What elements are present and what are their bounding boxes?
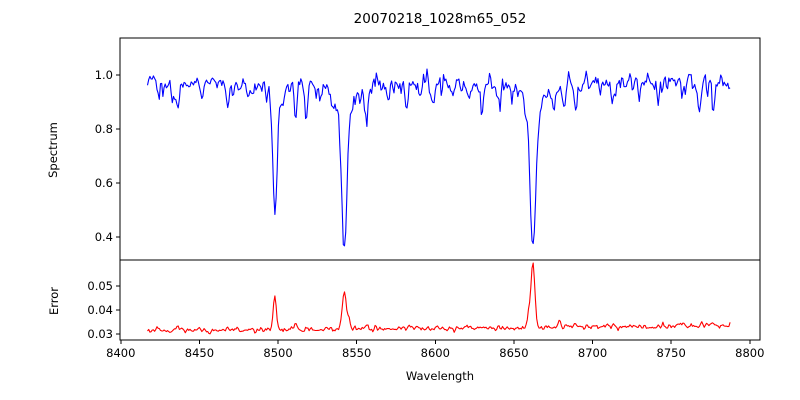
x-tick-label: 8550 <box>342 346 371 360</box>
error-line <box>147 262 731 335</box>
spectrum-y-tick-label: 0.4 <box>95 230 113 244</box>
spectrum-line <box>146 68 731 247</box>
error-panel-box <box>119 259 761 341</box>
spectrum-y-tick-label: 0.6 <box>95 176 113 190</box>
error-y-tick-label: 0.05 <box>87 279 113 293</box>
x-axis-label: Wavelength <box>405 369 475 383</box>
chart-title: 20070218_1028m65_052 <box>353 11 527 27</box>
x-tick-label: 8750 <box>657 346 686 360</box>
x-tick-label: 8650 <box>499 346 528 360</box>
error-y-tick-label: 0.04 <box>87 303 113 317</box>
x-tick-label: 8400 <box>106 346 135 360</box>
x-tick-label: 8700 <box>578 346 607 360</box>
spectrum-y-tick-label: 0.8 <box>95 122 113 136</box>
spectrum-y-tick-label: 1.0 <box>95 68 113 82</box>
x-tick-label: 8450 <box>185 346 214 360</box>
error-y-tick-label: 0.03 <box>87 327 113 341</box>
spectrum-panel-box <box>119 37 761 261</box>
x-tick-label: 8800 <box>735 346 764 360</box>
x-tick-label: 8500 <box>263 346 292 360</box>
x-tick-label: 8600 <box>421 346 450 360</box>
